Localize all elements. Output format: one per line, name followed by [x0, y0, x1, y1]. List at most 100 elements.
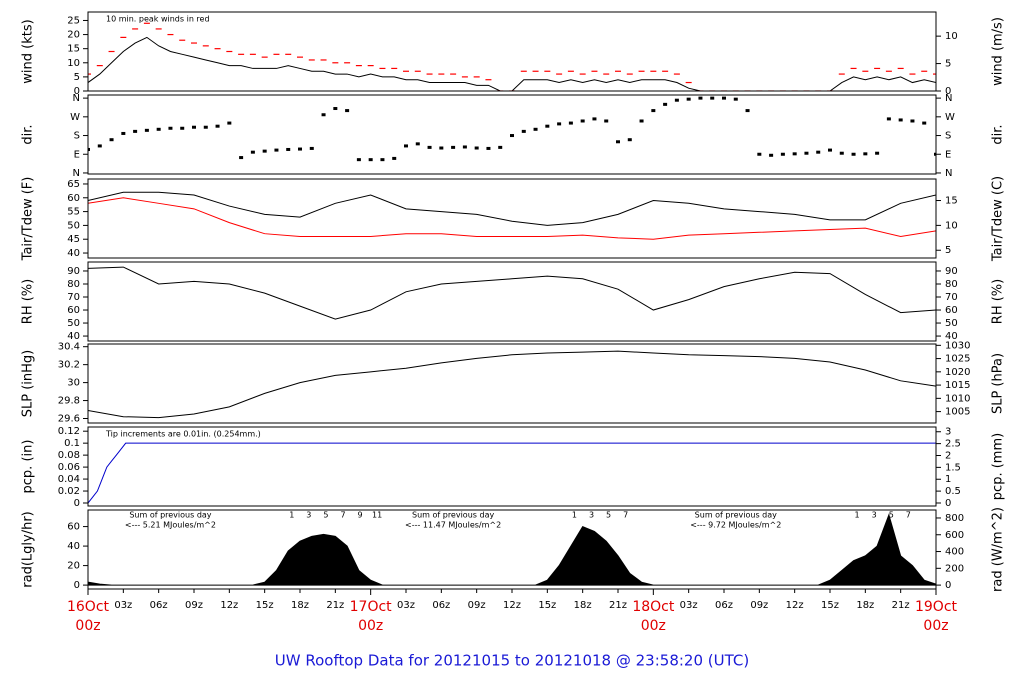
series-point [792, 152, 797, 156]
series-area [88, 513, 936, 586]
hour-mark: 3 [589, 511, 594, 520]
y2-tick-label: 10 [945, 220, 958, 231]
y2-tick-label: 1015 [945, 380, 970, 391]
x-tick-label: 15z [821, 600, 839, 611]
series-point [686, 97, 691, 101]
y-tick-label: 0.1 [64, 438, 80, 449]
y-tick-label: 60 [67, 522, 80, 533]
series-point [486, 146, 491, 150]
y-tick-label: 0.08 [58, 450, 80, 461]
y-tick-label: 60 [67, 193, 80, 204]
panel-frame [87, 426, 937, 507]
series-point [651, 109, 656, 113]
y-tick-label: 55 [67, 207, 80, 218]
y-tick-label: 70 [67, 292, 80, 303]
series-point [722, 96, 726, 100]
y-tick-label: 45 [67, 234, 80, 245]
hour-mark: 7 [623, 511, 628, 520]
y2-tick-label: S [945, 131, 951, 142]
y2-tick-label: 2 [945, 450, 951, 461]
series-point [404, 144, 408, 148]
series-point [286, 147, 291, 151]
series-point [510, 134, 514, 138]
series-point [828, 148, 832, 152]
plot-area [88, 266, 936, 320]
y2-tick-label: 1 [945, 474, 951, 485]
series-point [368, 158, 373, 162]
hour-mark: 1 [855, 511, 860, 520]
x-tick-label: 21z [892, 600, 910, 611]
hour-mark: 7 [906, 511, 911, 520]
daily-sum-value: <--- 5.21 MJoules/m^2 [125, 521, 216, 530]
series-point [804, 151, 809, 155]
series-point [121, 131, 126, 135]
day-time-label: 00z [641, 618, 666, 634]
series-point [451, 145, 456, 149]
y-tick-label: 0.06 [58, 462, 80, 473]
y2-tick-label: 0 [945, 580, 951, 591]
series-point [498, 145, 503, 149]
series-point [427, 145, 432, 149]
series-group [88, 350, 936, 419]
series-point [415, 142, 420, 146]
series-group [88, 191, 936, 240]
x-tick-label: 21z [609, 600, 627, 611]
panel-frame [87, 343, 937, 424]
series-point [934, 152, 936, 156]
x-tick-label: 12z [503, 600, 521, 611]
y2-tick-label: 1030 [945, 340, 970, 351]
y-axis-label: RH (%) [21, 279, 36, 324]
series-group [88, 22, 936, 91]
hour-mark: 11 [372, 511, 382, 520]
series-point [663, 102, 668, 106]
series-line [88, 191, 936, 226]
series-point [875, 151, 880, 155]
y-tick-label: 0.02 [58, 486, 80, 497]
x-tick-label: 18z [574, 600, 592, 611]
series-point [203, 125, 208, 129]
y2-tick-label: 15 [945, 196, 958, 207]
series-group [88, 96, 936, 162]
y2-tick-label: 1010 [945, 393, 970, 404]
hour-mark: 5 [323, 511, 328, 520]
y2-tick-label: 1005 [945, 407, 970, 418]
series-point [533, 127, 538, 131]
x-tick-label: 06z [432, 600, 450, 611]
hour-mark: 9 [358, 511, 363, 520]
series-point [109, 138, 114, 142]
hour-mark: 5 [606, 511, 611, 520]
day-label: 18Oct [632, 599, 675, 615]
y-axis-label: SLP (inHg) [21, 350, 36, 418]
y-tick-label: 15 [67, 44, 80, 55]
day-label: 19Oct [915, 599, 958, 615]
series-point [180, 126, 185, 130]
x-tick-label: 03z [114, 600, 132, 611]
day-label: 17Oct [350, 599, 393, 615]
series-point [227, 121, 232, 125]
hour-mark: 7 [340, 511, 345, 520]
y-tick-label: 60 [67, 305, 80, 316]
hour-mark: 5 [889, 511, 894, 520]
y2-tick-label: 400 [945, 547, 964, 558]
series-point [345, 109, 350, 113]
y2-tick-label: 70 [945, 292, 958, 303]
series-point [192, 125, 196, 129]
y2-tick-label: 2.5 [945, 439, 961, 450]
x-tick-label: 09z [468, 600, 486, 611]
y-tick-label: 30 [67, 378, 80, 389]
panel-frame [87, 178, 937, 259]
y2-tick-label: E [945, 149, 951, 160]
plot-area [88, 350, 936, 419]
y-tick-label: 10 [67, 58, 80, 69]
series-line [88, 197, 936, 240]
y2-tick-label: 600 [945, 530, 964, 541]
series-point [604, 119, 609, 123]
series-group [88, 513, 936, 586]
y-tick-label: 40 [67, 248, 80, 259]
series-point [910, 119, 915, 123]
x-tick-label: 15z [256, 600, 274, 611]
y2-tick-label: 200 [945, 563, 964, 574]
hour-mark: 3 [306, 511, 311, 520]
series-point [97, 144, 102, 148]
